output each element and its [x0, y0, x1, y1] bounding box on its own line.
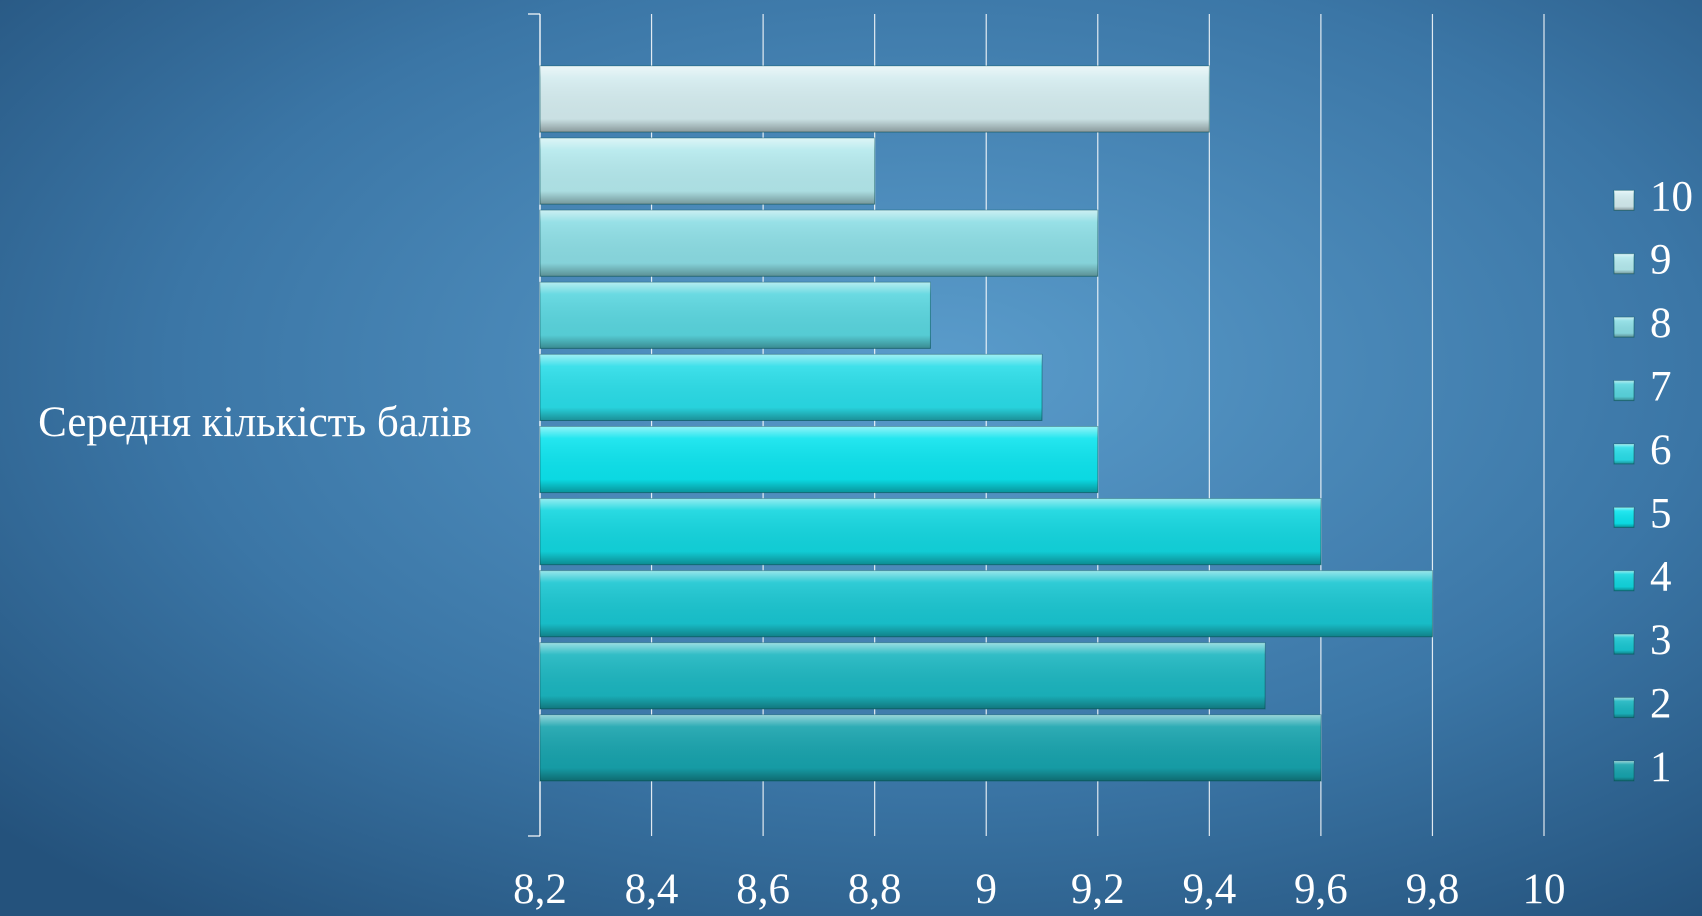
x-tick-label: 8,6	[736, 866, 790, 913]
legend-swatch-shine	[1614, 697, 1634, 718]
x-tick-label: 10	[1523, 866, 1566, 913]
legend-swatch-shine	[1614, 634, 1634, 655]
legend-swatch-shine	[1614, 190, 1634, 211]
legend-label: 3	[1650, 617, 1672, 664]
legend-label: 7	[1650, 363, 1672, 410]
category-label: Середня кількість балів	[38, 399, 472, 446]
legend-swatch-shine	[1614, 380, 1634, 401]
bar-shine	[540, 210, 1098, 277]
bar-shine	[540, 642, 1266, 709]
x-tick-label: 8,4	[625, 866, 679, 913]
x-tick-label: 8,2	[513, 866, 567, 913]
legend-label: 6	[1650, 427, 1672, 474]
x-tick-label: 8,8	[848, 866, 902, 913]
legend-label: 2	[1650, 680, 1672, 727]
legend-swatch-shine	[1614, 444, 1634, 464]
legend-swatch-shine	[1614, 507, 1634, 528]
bar-shine	[540, 426, 1098, 493]
legend-label: 1	[1650, 744, 1672, 791]
legend-swatch-shine	[1614, 570, 1634, 591]
legend-label: 4	[1650, 554, 1672, 601]
x-tick-label: 9	[975, 866, 997, 913]
legend-label: 5	[1650, 490, 1672, 537]
bar-shine	[540, 714, 1321, 781]
legend-label: 10	[1650, 173, 1693, 220]
legend-label: 9	[1650, 237, 1672, 284]
bar-shine	[540, 282, 931, 349]
x-tick-label: 9,8	[1406, 866, 1460, 913]
legend-label: 8	[1650, 300, 1672, 347]
legend-swatch-shine	[1614, 253, 1634, 274]
bar-shine	[540, 498, 1321, 565]
legend-swatch-shine	[1614, 761, 1634, 781]
x-tick-label: 9,6	[1294, 866, 1348, 913]
bar-shine	[540, 138, 875, 205]
x-tick-label: 9,4	[1182, 866, 1236, 913]
bar-shine	[540, 570, 1433, 637]
legend-swatch-shine	[1614, 317, 1634, 338]
bar-shine	[540, 66, 1210, 133]
x-tick-label: 9,2	[1071, 866, 1125, 913]
bar-shine	[540, 354, 1042, 421]
